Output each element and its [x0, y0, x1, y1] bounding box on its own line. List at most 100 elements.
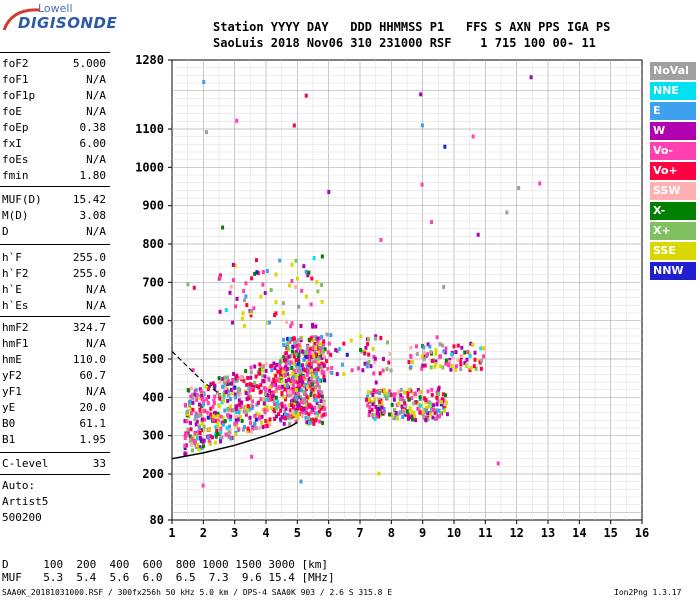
- echo-point: [320, 414, 324, 419]
- echo-point: [380, 405, 384, 410]
- param-value: 15.42: [72, 193, 106, 206]
- header-line-1: Station YYYY DAY DDD HHMMSS P1 FFS S AXN…: [213, 20, 611, 34]
- echo-point: [416, 387, 420, 392]
- echo-point: [222, 398, 226, 403]
- echo-point: [299, 388, 303, 393]
- echo-point: [257, 385, 261, 390]
- echo-point: [296, 405, 300, 410]
- echo-point: [374, 404, 378, 409]
- echo-point: [291, 336, 295, 341]
- echo-point: [261, 364, 265, 369]
- echo-point: [439, 400, 443, 405]
- echo-point: [211, 417, 215, 422]
- echo-point: [202, 428, 206, 433]
- echo-point: [281, 384, 285, 389]
- echo-point: [410, 396, 414, 401]
- echo-point: [216, 420, 220, 425]
- echo-point: [299, 323, 303, 328]
- echo-point: [392, 408, 396, 413]
- echo-point: [469, 366, 473, 371]
- echo-point: [295, 339, 299, 344]
- echo-point: [326, 366, 330, 371]
- echo-point: [319, 378, 323, 383]
- echo-point: [307, 358, 311, 363]
- echo-point: [262, 379, 266, 384]
- echo-point: [228, 290, 232, 295]
- echo-point: [307, 370, 311, 375]
- echo-point: [229, 436, 233, 441]
- echo-point: [315, 379, 319, 384]
- echo-point: [283, 409, 287, 414]
- param-value: N/A: [86, 283, 106, 296]
- param-row-foes: foEs N/A: [2, 152, 106, 168]
- echo-point: [242, 289, 246, 294]
- y-tick-label: 800: [142, 237, 164, 251]
- param-name: foEp: [2, 121, 29, 134]
- echo-point: [368, 405, 372, 410]
- echo-point: [249, 365, 253, 370]
- echo-point: [227, 415, 231, 420]
- echo-point: [402, 390, 406, 395]
- param-name: D: [2, 225, 9, 238]
- echo-point: [289, 389, 293, 394]
- echo-point: [395, 391, 399, 396]
- echo-point: [284, 406, 288, 411]
- echo-point: [231, 262, 235, 267]
- echo-point: [203, 417, 207, 422]
- echo-point: [239, 400, 243, 405]
- echo-point: [222, 395, 226, 400]
- echo-point: [435, 416, 439, 421]
- echo-point: [227, 430, 231, 435]
- echo-point: [264, 362, 268, 367]
- echo-point: [274, 272, 278, 277]
- echo-point: [283, 358, 287, 363]
- echo-point: [215, 390, 219, 395]
- echo-point: [309, 387, 313, 392]
- echo-point: [285, 355, 289, 360]
- echo-point: [190, 437, 194, 442]
- echo-point: [413, 391, 417, 396]
- param-name: fmin: [2, 169, 29, 182]
- echo-point: [316, 367, 320, 372]
- echo-point: [338, 347, 342, 352]
- echo-point: [250, 308, 254, 313]
- echo-point: [296, 357, 300, 362]
- echo-point: [320, 361, 324, 366]
- echo-point: [413, 414, 417, 419]
- echo-point: [290, 378, 294, 383]
- echo-point: [423, 363, 427, 368]
- echo-point: [439, 402, 443, 407]
- echo-point: [194, 414, 198, 419]
- echo-point: [289, 360, 293, 365]
- echo-point: [479, 366, 483, 371]
- echo-point: [249, 370, 253, 375]
- echo-point: [303, 409, 307, 414]
- echo-point: [323, 355, 327, 360]
- echo-point: [392, 415, 396, 420]
- echo-point: [250, 276, 254, 281]
- echo-point: [185, 432, 189, 437]
- echo-point: [372, 371, 376, 376]
- echo-point: [236, 390, 240, 395]
- echo-point: [367, 352, 371, 357]
- echo-point: [409, 365, 413, 370]
- echo-point: [312, 337, 316, 342]
- echo-point: [270, 368, 274, 373]
- autoscale-line-2: Artist5: [2, 495, 49, 508]
- echo-point: [473, 357, 477, 362]
- echo-point: [198, 431, 202, 436]
- param-row-hmf2: hmF2 324.7: [2, 320, 106, 336]
- echo-point: [305, 406, 309, 411]
- echo-point: [327, 369, 331, 374]
- echo-point: [434, 351, 438, 356]
- echo-point: [291, 406, 295, 411]
- echo-point: [259, 397, 263, 402]
- echo-point: [312, 421, 316, 426]
- echo-point: [305, 372, 309, 377]
- echo-point: [296, 394, 300, 399]
- echo-point: [377, 412, 381, 417]
- echo-point: [263, 408, 267, 413]
- echo-point: [318, 389, 322, 394]
- echo-point: [285, 415, 289, 420]
- echo-point: [321, 349, 325, 354]
